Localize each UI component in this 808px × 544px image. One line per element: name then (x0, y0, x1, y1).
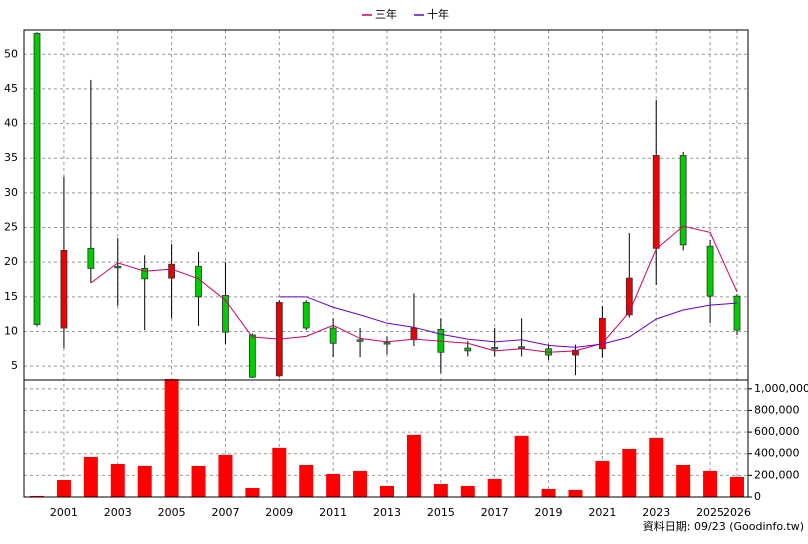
volume-bar (703, 470, 718, 497)
y-tick-label: 45 (4, 82, 18, 95)
volume-bar (649, 437, 664, 497)
volume-bar (514, 435, 529, 497)
candle-body (33, 33, 41, 325)
volume-bar (568, 489, 583, 497)
candle-body (141, 268, 149, 280)
volume-bar (487, 478, 502, 497)
x-tick-label: 2025 (696, 506, 724, 519)
y-tick-label: 35 (4, 151, 18, 164)
volume-bar (245, 488, 260, 497)
volume-bar (218, 454, 233, 497)
x-tick-label: 2017 (481, 506, 509, 519)
y-tick-label: 15 (4, 290, 18, 303)
x-tick-label: 2009 (265, 506, 293, 519)
x-tick-label: 2007 (211, 506, 239, 519)
x-tick-label: 2019 (535, 506, 563, 519)
plot-frame (23, 29, 749, 498)
volume-bar (730, 476, 744, 497)
candle-body (598, 317, 606, 350)
x-tick-label: 2011 (319, 506, 347, 519)
volume-bar (406, 434, 421, 497)
candle-body (679, 155, 687, 246)
candle-body (87, 247, 95, 269)
ma-line (279, 296, 738, 348)
y2-tick-label: 600,000 (754, 425, 800, 438)
volume-bar (110, 464, 125, 497)
candle-body (491, 347, 499, 350)
legend-label: 三年 (375, 7, 397, 21)
candle-body (572, 349, 579, 356)
y2-tick-label: 1,000,000 (754, 382, 808, 395)
volume-bar (137, 465, 152, 497)
x-tick-label: 2003 (104, 506, 132, 519)
volume-bar (433, 484, 448, 497)
candle-body (329, 327, 337, 344)
volume-bar (541, 488, 556, 497)
legend-label: 十年 (427, 7, 449, 21)
ma-line (90, 225, 738, 353)
candle-body (733, 295, 741, 331)
y-tick-label: 40 (4, 117, 18, 130)
candle-body (356, 339, 364, 342)
y2-tick-label: 0 (754, 490, 761, 503)
candle-body (383, 342, 391, 345)
x-tick-label: 2015 (427, 506, 455, 519)
y2-tick-label: 400,000 (754, 447, 800, 460)
y-tick-label: 10 (4, 324, 18, 337)
x-tick-label: 2026 (723, 506, 751, 519)
x-tick-label: 2023 (642, 506, 670, 519)
candle-body (706, 245, 714, 297)
candle-body (410, 327, 418, 341)
volume-bar (460, 485, 475, 497)
footer: 資料日期: 09/23 (Goodinfo.tw) (643, 519, 804, 533)
volume-bar (326, 473, 341, 497)
candle-body (222, 295, 229, 333)
volume-bar (83, 456, 98, 497)
volume-bar (30, 495, 44, 497)
x-tick-label: 2021 (588, 506, 616, 519)
volume-bar (380, 485, 394, 497)
volume-bar (622, 448, 637, 497)
volume-bar (56, 480, 71, 497)
y-tick-label: 50 (4, 47, 18, 60)
candle-body (302, 301, 310, 329)
candle-body (518, 346, 526, 349)
y2-tick-label: 200,000 (754, 468, 800, 481)
y-tick-label: 30 (4, 186, 18, 199)
y2-tick-label: 800,000 (754, 403, 800, 416)
volume-bar (353, 470, 368, 497)
x-tick-label: 2005 (158, 506, 186, 519)
y-tick-label: 5 (11, 359, 18, 372)
volume-bar (299, 464, 314, 497)
x-tick-label: 2001 (50, 506, 78, 519)
volume-bar (164, 379, 179, 497)
candle-body (652, 155, 660, 249)
volume-bar (595, 460, 610, 497)
volume-bar (191, 465, 206, 497)
y-tick-label: 20 (4, 255, 18, 268)
y-tick-label: 25 (4, 221, 18, 234)
candle-body (625, 277, 633, 316)
candle-body (168, 263, 176, 279)
volume-bar (272, 447, 287, 497)
candle-body (114, 265, 122, 269)
volume-bar (676, 464, 691, 497)
candle-body (60, 249, 68, 329)
candle-body (464, 347, 472, 352)
x-tick-label: 2013 (373, 506, 401, 519)
candle-body (195, 265, 202, 298)
candle-body (248, 334, 256, 378)
